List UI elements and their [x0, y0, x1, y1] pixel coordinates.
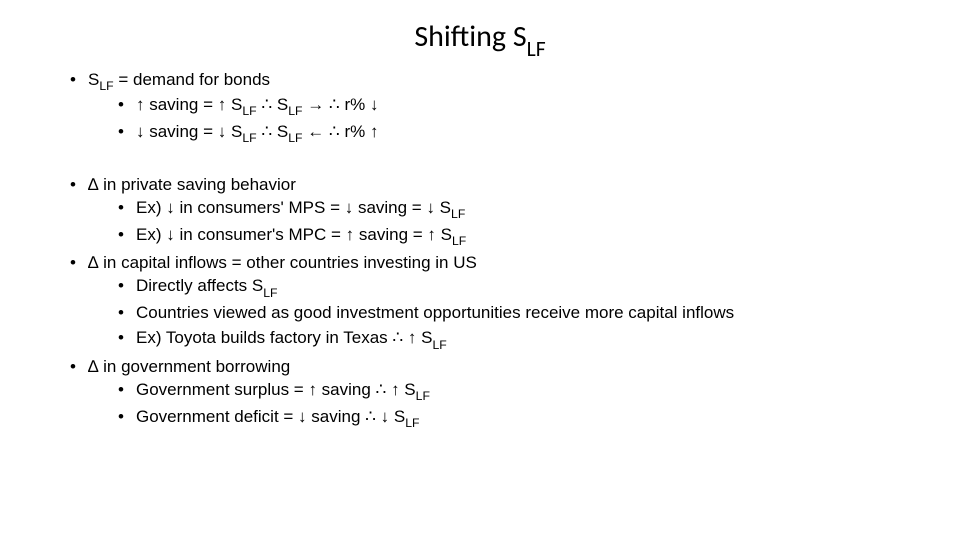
subscript: LF — [288, 104, 302, 118]
list-item: ↓ saving = ↓ SLF ∴ SLF ← ∴ r% ↑ — [118, 121, 902, 146]
list-item: Ex) ↓ in consumers' MPS = ↓ saving = ↓ S… — [118, 197, 902, 222]
sublist: ↑ saving = ↑ SLF ∴ SLF → ∴ r% ↓ ↓ saving… — [88, 94, 902, 146]
text: Ex) Toyota builds factory in Texas ∴ ↑ S — [136, 328, 433, 347]
sublist: Government surplus = ↑ saving ∴ ↑ SLF Go… — [88, 379, 902, 431]
list-item: ↑ saving = ↑ SLF ∴ SLF → ∴ r% ↓ — [118, 94, 902, 119]
slide-content: SLF = demand for bonds ↑ saving = ↑ SLF … — [0, 69, 960, 431]
title-text: Shifting S — [414, 18, 526, 55]
text: Ex) ↓ in consumers' MPS = ↓ saving = ↓ S — [136, 198, 451, 217]
list-item: ∆ in government borrowing Government sur… — [70, 356, 902, 431]
subscript: LF — [451, 207, 465, 221]
bullet-group-3: ∆ in capital inflows = other countries i… — [58, 252, 902, 352]
subscript: LF — [416, 389, 430, 403]
text: ∴ S — [257, 122, 289, 141]
subscript: LF — [433, 338, 447, 352]
subscript: LF — [263, 286, 277, 300]
bullet-group-1: SLF = demand for bonds ↑ saving = ↑ SLF … — [58, 69, 902, 146]
text: S — [88, 70, 99, 89]
text: ↓ saving = ↓ S — [136, 122, 242, 141]
slide-title: Shifting SLF — [0, 0, 960, 65]
text: ∆ in government borrowing — [88, 357, 290, 376]
list-item: Countries viewed as good investment oppo… — [118, 302, 902, 325]
subscript: LF — [452, 234, 466, 248]
bullet-group-2: ∆ in private saving behavior Ex) ↓ in co… — [58, 174, 902, 249]
list-item: SLF = demand for bonds ↑ saving = ↑ SLF … — [70, 69, 902, 146]
text: Government surplus = ↑ saving ∴ ↑ S — [136, 380, 416, 399]
list-item: Ex) Toyota builds factory in Texas ∴ ↑ S… — [118, 327, 902, 352]
text: Ex) ↓ in consumer's MPC = ↑ saving = ↑ S — [136, 225, 452, 244]
text: ∴ S — [257, 95, 289, 114]
list-item: Directly affects SLF — [118, 275, 902, 300]
subscript: LF — [242, 104, 256, 118]
title-subscript: LF — [527, 35, 546, 62]
text: Directly affects S — [136, 276, 263, 295]
slide: Shifting SLF SLF = demand for bonds ↑ sa… — [0, 0, 960, 540]
list-item: ∆ in capital inflows = other countries i… — [70, 252, 902, 352]
text: → ∴ r% ↓ — [302, 95, 378, 114]
subscript: LF — [99, 79, 113, 93]
sublist: Directly affects SLF Countries viewed as… — [88, 275, 902, 352]
text: ← ∴ r% ↑ — [302, 122, 378, 141]
list-item: Government surplus = ↑ saving ∴ ↑ SLF — [118, 379, 902, 404]
subscript: LF — [242, 131, 256, 145]
subscript: LF — [288, 131, 302, 145]
text: ∆ in capital inflows = other countries i… — [88, 253, 477, 272]
text: Countries viewed as good investment oppo… — [136, 303, 734, 322]
subscript: LF — [405, 416, 419, 430]
bullet-group-4: ∆ in government borrowing Government sur… — [58, 356, 902, 431]
sublist: Ex) ↓ in consumers' MPS = ↓ saving = ↓ S… — [88, 197, 902, 249]
text: ↑ saving = ↑ S — [136, 95, 242, 114]
list-item: Ex) ↓ in consumer's MPC = ↑ saving = ↑ S… — [118, 224, 902, 249]
list-item: ∆ in private saving behavior Ex) ↓ in co… — [70, 174, 902, 249]
list-item: Government deficit = ↓ saving ∴ ↓ SLF — [118, 406, 902, 431]
text: Government deficit = ↓ saving ∴ ↓ S — [136, 407, 405, 426]
text: = demand for bonds — [114, 70, 270, 89]
text: ∆ in private saving behavior — [88, 175, 296, 194]
